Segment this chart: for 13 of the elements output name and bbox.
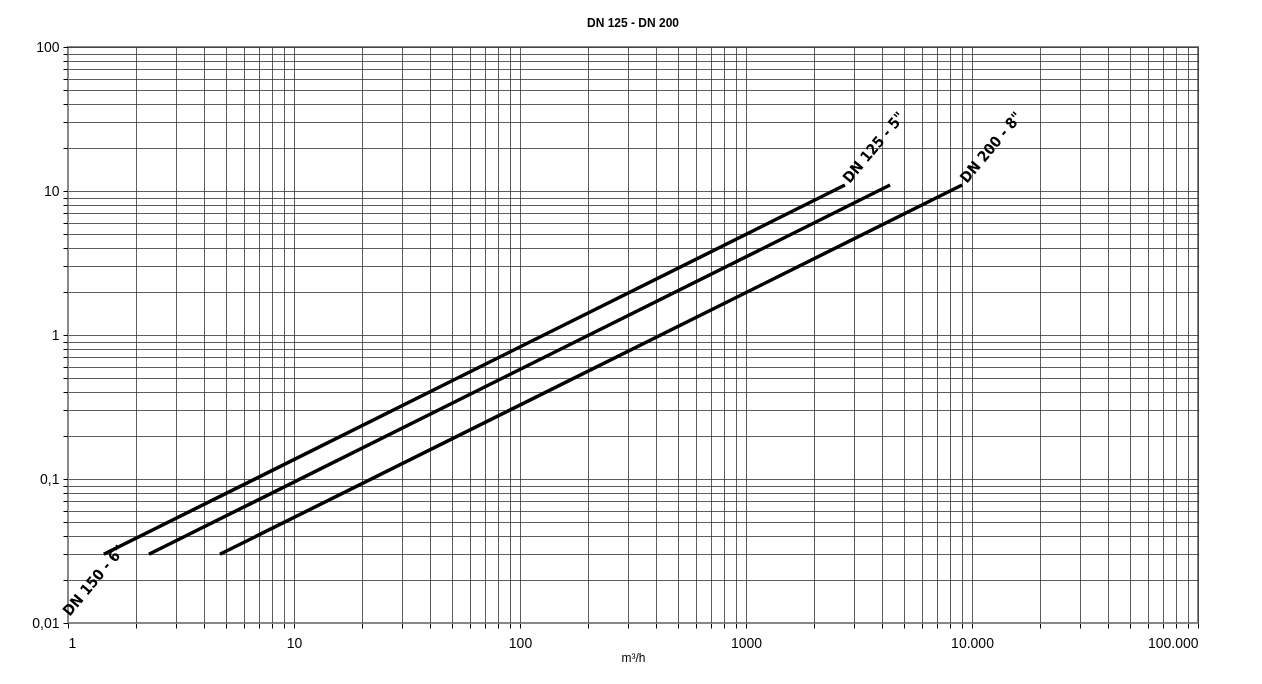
x-tick-label: 1	[68, 634, 77, 651]
y-tick-label: 0,1	[40, 470, 60, 487]
x-tick-label: 10.000	[951, 634, 995, 651]
y-tick-label: 10	[43, 182, 60, 199]
x-tick-label: 100	[508, 634, 533, 651]
y-tick-label: 100	[36, 38, 60, 55]
chart-title: DN 125 - DN 200	[586, 16, 680, 30]
x-tick-label: 10	[286, 634, 303, 651]
x-axis-title: m³/h	[621, 650, 646, 665]
y-tick-label: 0,01	[32, 614, 60, 631]
y-tick-label: 1	[51, 326, 60, 343]
x-tick-label: 100.000	[1147, 634, 1199, 651]
x-tick-label: 1000	[730, 634, 763, 651]
